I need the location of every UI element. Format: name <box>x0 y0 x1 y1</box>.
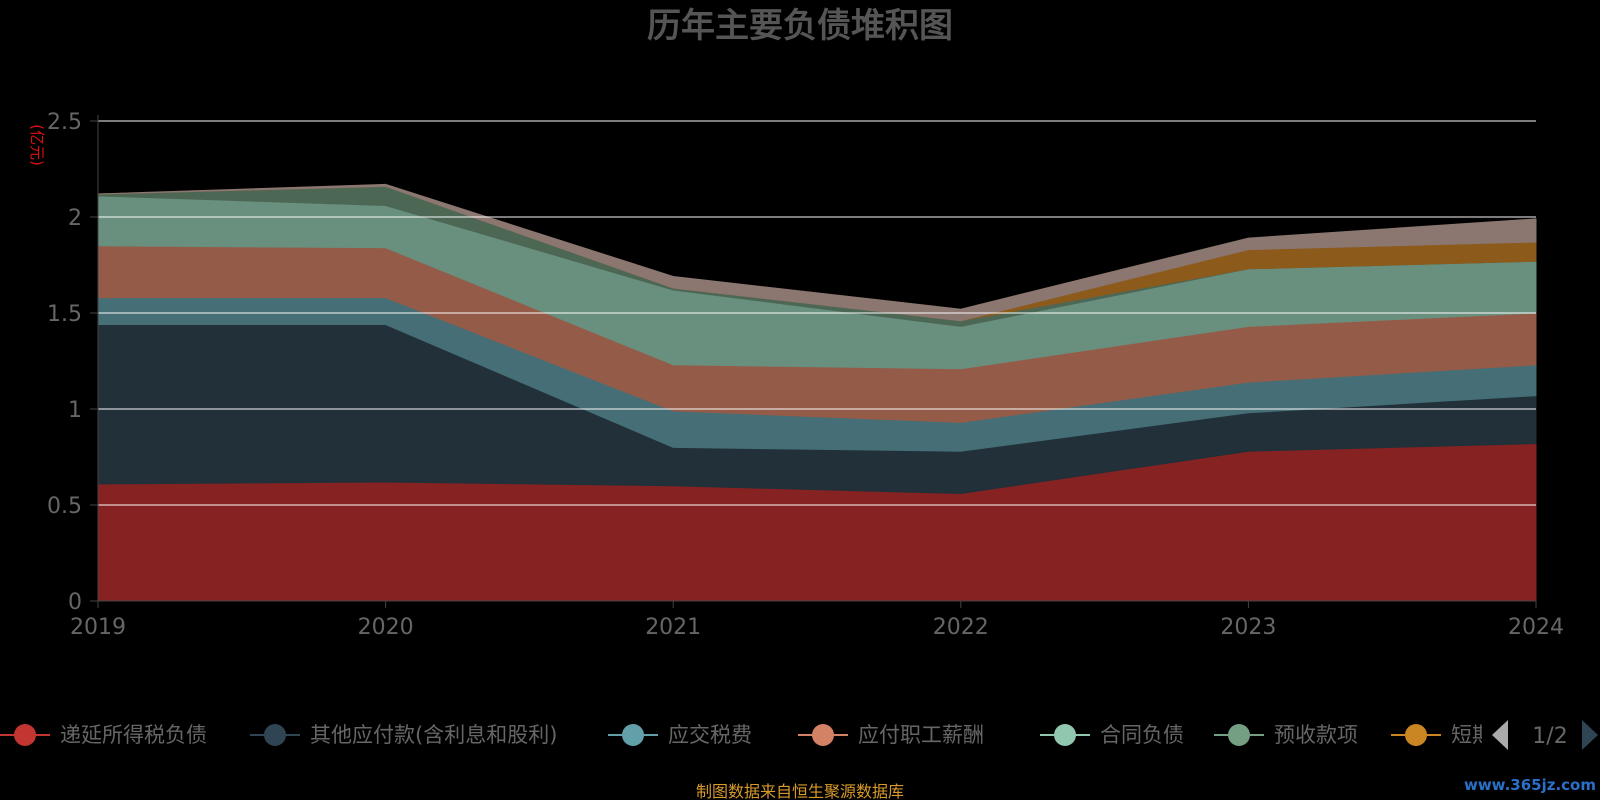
y-axis-label: (亿元) <box>28 124 46 166</box>
y-tick-label: 1.5 <box>47 302 82 327</box>
area-series-group <box>97 183 1537 602</box>
legend-circle-marker <box>1054 724 1076 746</box>
legend-item[interactable]: 应付职工薪酬 <box>798 723 984 747</box>
legend-circle-marker <box>812 724 834 746</box>
legend-label: 递延所得税负债 <box>60 723 207 747</box>
legend-circle-marker <box>14 724 36 746</box>
legend-next-icon[interactable] <box>1582 720 1598 750</box>
x-tick-label: 2023 <box>1220 615 1276 640</box>
legend-circle-marker <box>264 724 286 746</box>
legend-item[interactable]: 合同负债 <box>1040 723 1184 747</box>
legend-page-indicator: 1/2 <box>1532 724 1567 749</box>
x-tick-label: 2024 <box>1508 615 1564 640</box>
grid-lines <box>98 120 1536 506</box>
legend: 递延所得税负债 其他应付款(含利息和股利) 应交税费 应付职工薪酬 合同负债 预收款项 短期 <box>0 723 1493 747</box>
legend-item[interactable]: 预收款项 <box>1214 723 1358 747</box>
legend-item[interactable]: 应交税费 <box>608 723 752 747</box>
x-tick-label: 2019 <box>70 615 126 640</box>
legend-circle-marker <box>622 724 644 746</box>
legend-label: 应交税费 <box>668 723 752 747</box>
legend-prev-icon[interactable] <box>1492 720 1508 750</box>
legend-label: 其他应付款(含利息和股利) <box>310 723 557 747</box>
x-tick-label: 2022 <box>933 615 989 640</box>
chart-title: 历年主要负债堆积图 <box>647 6 953 46</box>
legend-label: 合同负债 <box>1100 723 1184 747</box>
y-tick-label: 2.5 <box>47 110 82 135</box>
area-series-7 <box>97 183 1537 322</box>
x-tick-label: 2021 <box>645 615 701 640</box>
data-source-note: 制图数据来自恒生聚源数据库 <box>696 782 904 800</box>
y-tick-label: 0 <box>68 590 82 615</box>
legend-circle-marker <box>1405 724 1427 746</box>
axes: 0 0.5 1 1.5 2 2.5 2019 2020 2021 2022 2023 2024 <box>47 110 1564 640</box>
legend-label: 应付职工薪酬 <box>858 723 984 747</box>
x-tick-label: 2020 <box>358 615 414 640</box>
legend-item[interactable]: 其他应付款(含利息和股利) <box>250 723 557 747</box>
y-tick-label: 1 <box>68 398 82 423</box>
y-tick-label: 0.5 <box>47 494 82 519</box>
watermark: www.365jz.com <box>1464 776 1596 794</box>
y-tick-label: 2 <box>68 206 82 231</box>
legend-circle-marker <box>1228 724 1250 746</box>
legend-label: 预收款项 <box>1274 723 1358 747</box>
legend-pager: 1/2 <box>1492 720 1598 750</box>
legend-item[interactable]: 短期 <box>1391 723 1493 747</box>
legend-label: 短期 <box>1451 723 1493 747</box>
legend-item[interactable]: 递延所得税负债 <box>0 723 207 747</box>
